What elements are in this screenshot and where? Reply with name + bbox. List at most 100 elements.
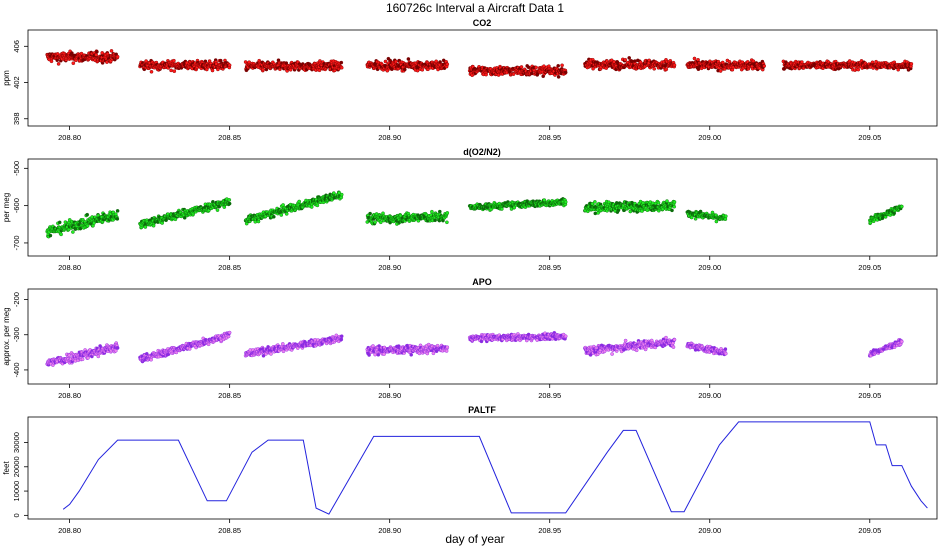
point-co2 [627, 56, 632, 60]
point-apo [227, 330, 232, 335]
point-co2 [672, 63, 677, 67]
point-apo [114, 348, 118, 353]
point-o2n2 [85, 223, 90, 228]
point-o2n2 [378, 220, 383, 225]
point-o2n2 [656, 200, 661, 205]
y-tick-label-co2: 398 [12, 112, 21, 125]
point-co2 [563, 70, 568, 75]
point-co2 [109, 49, 114, 53]
y-axis-label-apo: approx. per meg [2, 307, 11, 365]
point-o2n2 [499, 207, 504, 211]
point-apo [563, 334, 568, 339]
point-co2 [383, 59, 388, 64]
point-co2 [264, 67, 269, 72]
point-co2 [909, 62, 914, 66]
point-co2 [149, 70, 154, 74]
point-o2n2 [48, 233, 53, 238]
point-co2 [56, 62, 61, 66]
point-co2 [394, 59, 398, 64]
point-o2n2 [672, 204, 677, 209]
point-o2n2 [182, 215, 187, 220]
point-apo [115, 346, 120, 350]
point-co2 [530, 71, 534, 76]
point-co2 [172, 69, 177, 73]
point-apo [280, 342, 285, 346]
y-tick-label-co2: 406 [12, 40, 21, 53]
point-o2n2 [279, 213, 284, 217]
point-co2 [339, 65, 344, 70]
point-apo [80, 357, 85, 362]
point-o2n2 [724, 214, 728, 218]
point-co2 [261, 67, 265, 72]
point-o2n2 [271, 214, 276, 219]
panel-title-o2n2: d(O2/N2) [463, 147, 501, 157]
point-o2n2 [670, 208, 674, 213]
point-co2 [70, 51, 74, 55]
point-co2 [420, 68, 425, 72]
point-apo [409, 352, 414, 357]
point-o2n2 [284, 212, 289, 216]
point-co2 [856, 67, 861, 72]
point-co2 [623, 58, 628, 62]
point-o2n2 [85, 212, 89, 217]
point-apo [96, 354, 101, 359]
point-o2n2 [315, 203, 320, 208]
point-co2 [247, 60, 251, 65]
x-tick-label-co2: 208.80 [58, 133, 81, 142]
point-o2n2 [78, 226, 83, 231]
point-co2 [751, 59, 756, 64]
point-co2 [556, 75, 561, 79]
point-apo [367, 353, 371, 357]
series-co2 [45, 49, 914, 79]
point-co2 [519, 65, 524, 69]
point-o2n2 [437, 209, 442, 214]
point-o2n2 [71, 230, 75, 234]
point-o2n2 [433, 218, 437, 223]
point-co2 [406, 57, 411, 61]
x-tick-label-co2: 209.00 [698, 133, 721, 142]
y-tick-label-o2n2: -500 [12, 161, 21, 176]
point-o2n2 [900, 204, 904, 209]
series-o2n2 [45, 190, 904, 239]
y-axis-label-o2n2: per meg [2, 193, 11, 222]
x-tick-label-o2n2: 209.00 [698, 263, 721, 272]
point-co2 [49, 59, 54, 64]
x-tick-label-co2: 209.05 [858, 133, 881, 142]
point-apo [339, 334, 344, 339]
point-o2n2 [628, 209, 633, 214]
point-co2 [71, 61, 76, 66]
point-co2 [534, 65, 538, 70]
x-tick-label-co2: 208.85 [218, 133, 241, 142]
x-tick-label-o2n2: 208.80 [58, 263, 81, 272]
point-co2 [100, 51, 104, 55]
point-apo [339, 337, 344, 342]
point-o2n2 [227, 201, 232, 206]
point-co2 [415, 68, 420, 73]
point-apo [144, 351, 149, 356]
point-co2 [339, 60, 344, 65]
point-o2n2 [59, 232, 63, 237]
y-tick-label-o2n2: -700 [12, 235, 21, 250]
point-apo [445, 345, 450, 350]
point-o2n2 [563, 200, 568, 204]
point-co2 [95, 50, 99, 54]
point-o2n2 [115, 217, 120, 221]
point-co2 [692, 56, 697, 61]
point-o2n2 [445, 220, 449, 225]
point-o2n2 [297, 199, 302, 204]
x-tick-label-o2n2: 208.95 [538, 263, 561, 272]
point-o2n2 [430, 209, 434, 214]
point-o2n2 [445, 211, 450, 215]
point-co2 [115, 54, 120, 59]
point-apo [334, 333, 339, 338]
point-o2n2 [381, 211, 385, 216]
point-co2 [560, 63, 564, 68]
point-co2 [652, 67, 657, 71]
point-o2n2 [115, 209, 120, 213]
point-co2 [664, 67, 669, 72]
point-apo [269, 352, 273, 356]
point-co2 [169, 68, 173, 73]
